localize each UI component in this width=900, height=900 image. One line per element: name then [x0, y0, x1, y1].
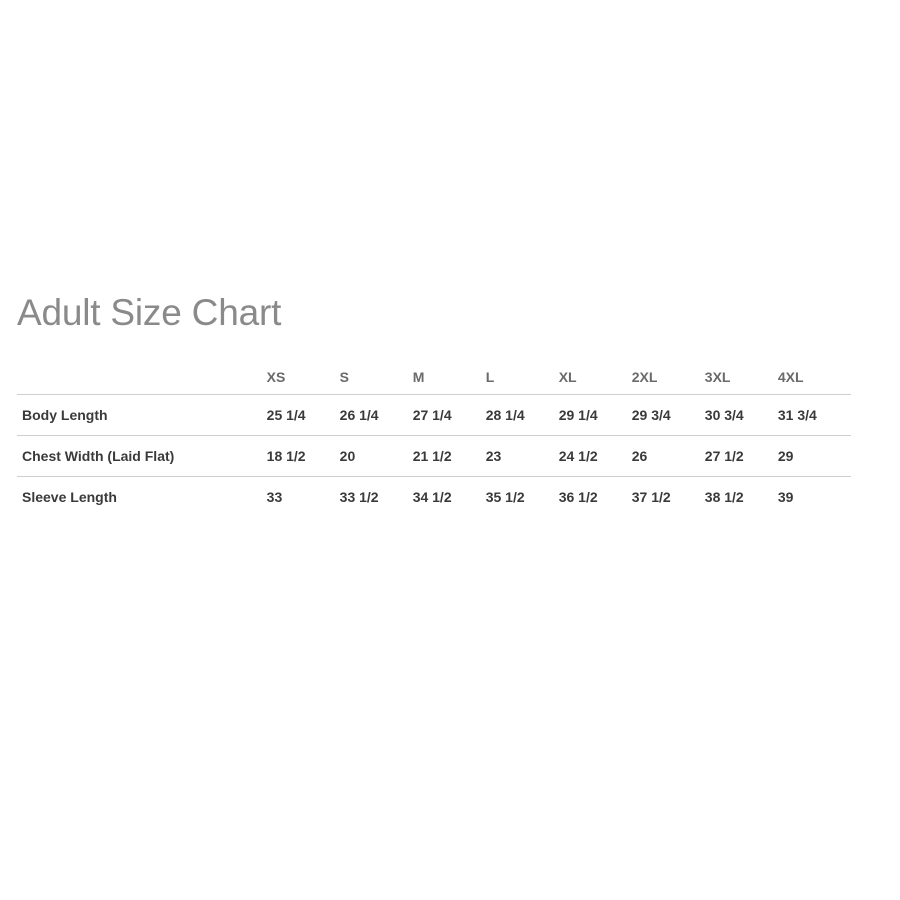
- size-header-l: L: [485, 369, 495, 385]
- table-row: Sleeve Length 33 33 1/2 34 1/2 35 1/2 36 1/2 3…: [17, 477, 851, 518]
- size-header-2xl: 2XL: [631, 369, 658, 385]
- measurement-cell: 30 3/4: [704, 407, 744, 423]
- header-empty: [17, 360, 267, 395]
- measurement-cell: 35 1/2: [485, 489, 525, 505]
- measurement-cell: 33: [266, 489, 283, 505]
- measurement-cell: 38 1/2: [704, 489, 744, 505]
- size-header-s: S: [339, 369, 350, 385]
- measurement-cell: 20: [339, 448, 356, 464]
- row-label: Chest Width (Laid Flat): [22, 448, 175, 464]
- measurement-cell: 23: [485, 448, 502, 464]
- measurement-cell: 39: [777, 489, 794, 505]
- measurement-cell: 27 1/2: [704, 448, 744, 464]
- measurement-cell: 21 1/2: [412, 448, 452, 464]
- row-label: Body Length: [22, 407, 108, 423]
- measurement-cell: 33 1/2: [339, 489, 379, 505]
- measurement-cell: 36 1/2: [558, 489, 598, 505]
- measurement-cell: 25 1/4: [266, 407, 306, 423]
- measurement-cell: 18 1/2: [266, 448, 306, 464]
- size-header-3xl: 3XL: [704, 369, 731, 385]
- table-row: Chest Width (Laid Flat) 18 1/2 20 21 1/2 23 2…: [17, 436, 851, 477]
- measurement-cell: 26: [631, 448, 648, 464]
- measurement-cell: 24 1/2: [558, 448, 598, 464]
- measurement-cell: 37 1/2: [631, 489, 671, 505]
- table-row: Body Length 25 1/4 26 1/4 27 1/4 28 1/4 29 1/…: [17, 395, 851, 436]
- measurement-cell: 26 1/4: [339, 407, 379, 423]
- size-header-4xl: 4XL: [777, 369, 804, 385]
- measurement-cell: 29: [777, 448, 794, 464]
- measurement-cell: 29 3/4: [631, 407, 671, 423]
- measurement-cell: 31 3/4: [777, 407, 817, 423]
- header-row: XS S M L XL 2XL 3XL 4XL: [17, 360, 851, 395]
- measurement-cell: 34 1/2: [412, 489, 452, 505]
- size-header-xs: XS: [266, 369, 286, 385]
- size-chart-table: XS S M L XL 2XL 3XL 4XL Body Length 25 1/4 26 1/4…: [17, 360, 851, 517]
- row-label: Sleeve Length: [22, 489, 117, 505]
- measurement-cell: 29 1/4: [558, 407, 598, 423]
- size-header-xl: XL: [558, 369, 577, 385]
- measurement-cell: 27 1/4: [412, 407, 452, 423]
- measurement-cell: 28 1/4: [485, 407, 525, 423]
- size-header-m: M: [412, 369, 425, 385]
- page-title: Adult Size Chart: [17, 292, 282, 333]
